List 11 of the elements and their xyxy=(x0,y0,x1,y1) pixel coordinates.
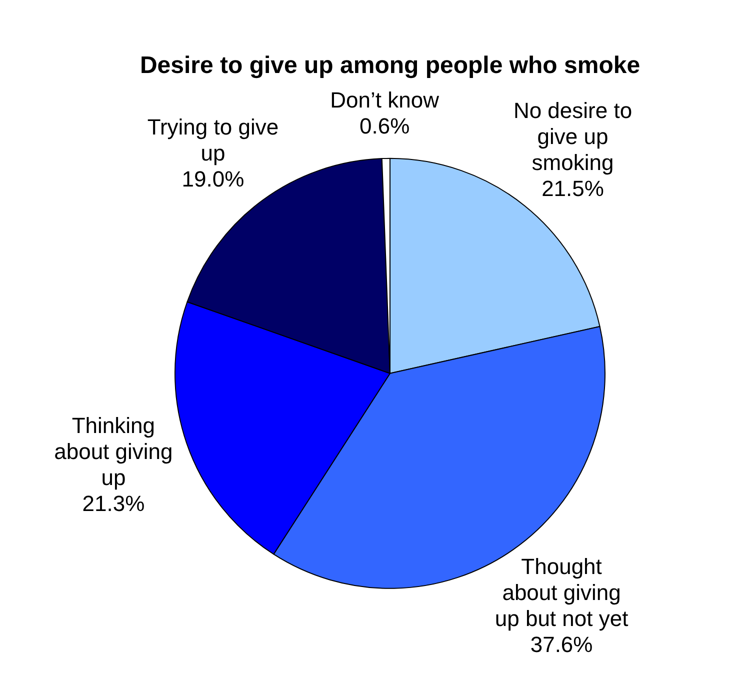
data-label: 0.6% xyxy=(360,114,410,139)
data-label: 37.6% xyxy=(530,632,593,658)
data-label: 21.5% xyxy=(542,176,604,202)
slice-label: No desire to give up smoking xyxy=(513,98,632,176)
slice-label: Don’t know xyxy=(330,88,440,113)
slice-label: Thinking about giving up xyxy=(54,412,173,490)
slice-label: Thought about giving up but not yet xyxy=(494,554,628,632)
data-label: 19.0% xyxy=(182,166,244,192)
slice-label: Trying to give up xyxy=(147,114,279,166)
data-label: 21.3% xyxy=(82,490,145,516)
chart-title: Desire to give up among people who smoke xyxy=(140,52,640,80)
